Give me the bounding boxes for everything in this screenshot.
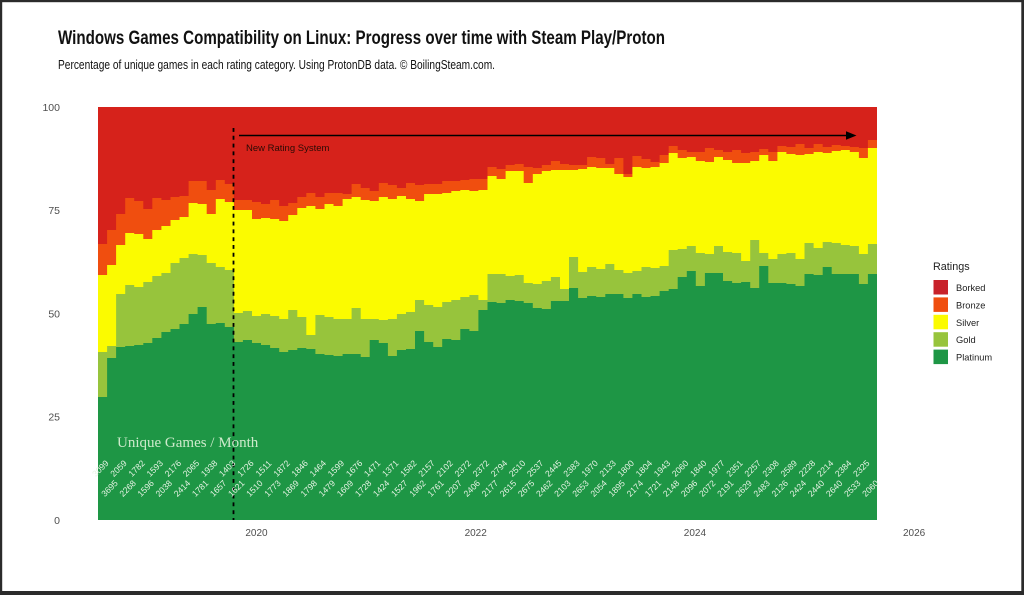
svg-text:100: 100 <box>42 102 60 114</box>
svg-text:Borked: Borked <box>956 283 985 293</box>
svg-text:25: 25 <box>48 412 60 424</box>
svg-text:Unique Games / Month: Unique Games / Month <box>117 435 259 451</box>
svg-text:Windows Games Compatibility on: Windows Games Compatibility on Linux: Pr… <box>58 27 665 49</box>
svg-text:Bronze: Bronze <box>956 300 985 310</box>
svg-text:2026: 2026 <box>903 528 926 539</box>
svg-text:Gold: Gold <box>956 335 976 345</box>
svg-text:Silver: Silver <box>956 318 979 328</box>
svg-text:2020: 2020 <box>245 528 268 539</box>
svg-text:Percentage of unique games in: Percentage of unique games in each ratin… <box>58 58 495 72</box>
svg-text:50: 50 <box>48 308 60 320</box>
svg-text:New Rating System: New Rating System <box>246 143 330 154</box>
svg-text:0: 0 <box>54 515 60 527</box>
svg-text:2024: 2024 <box>684 528 707 539</box>
svg-text:Ratings: Ratings <box>933 261 970 273</box>
svg-text:75: 75 <box>48 205 60 217</box>
svg-text:Platinum: Platinum <box>956 353 992 363</box>
svg-text:2022: 2022 <box>465 528 488 539</box>
